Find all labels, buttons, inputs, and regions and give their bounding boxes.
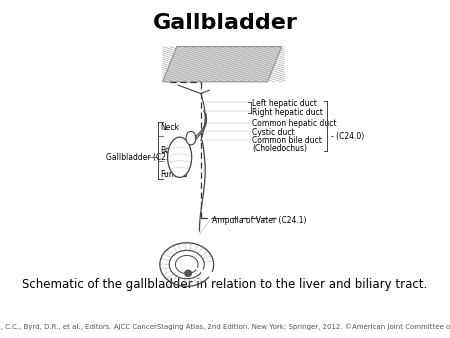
Text: (Choledochus): (Choledochus) bbox=[252, 144, 307, 153]
Ellipse shape bbox=[186, 131, 196, 145]
Text: Common bile duct: Common bile duct bbox=[252, 136, 322, 145]
Text: Body: Body bbox=[160, 146, 179, 155]
Text: Ampulla of Vater (C24.1): Ampulla of Vater (C24.1) bbox=[212, 216, 307, 225]
Text: Gallbladder: Gallbladder bbox=[153, 13, 297, 33]
Text: Right hepatic duct: Right hepatic duct bbox=[252, 107, 323, 117]
Ellipse shape bbox=[167, 137, 192, 177]
Text: Gallbladder (C23.9): Gallbladder (C23.9) bbox=[106, 153, 181, 162]
Ellipse shape bbox=[184, 270, 192, 276]
Text: - (C24.0): - (C24.0) bbox=[331, 131, 364, 141]
Text: Fundus: Fundus bbox=[160, 170, 187, 178]
Text: Left hepatic duct: Left hepatic duct bbox=[252, 99, 317, 108]
Text: Cystic duct: Cystic duct bbox=[252, 128, 295, 137]
Text: Neck: Neck bbox=[160, 123, 179, 131]
Polygon shape bbox=[162, 47, 282, 82]
Text: Common hepatic duct: Common hepatic duct bbox=[252, 119, 337, 128]
Text: Compton, C.C., Byrd, D.R., et al., Editors. AJCC CancerStaging Atlas, 2nd Editio: Compton, C.C., Byrd, D.R., et al., Edito… bbox=[0, 323, 450, 330]
Text: Schematic of the gallbladder in relation to the liver and biliary tract.: Schematic of the gallbladder in relation… bbox=[22, 278, 427, 291]
